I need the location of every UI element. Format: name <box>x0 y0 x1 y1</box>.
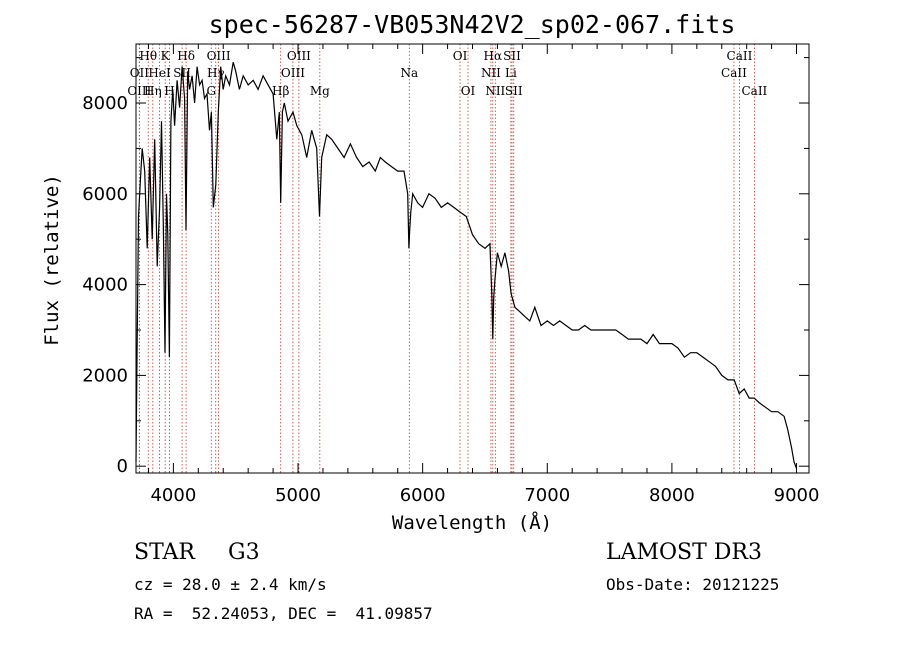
y-tick-label: 0 <box>117 456 128 477</box>
x-tick-label: 6000 <box>400 485 446 506</box>
spectral-line-label: CaII <box>721 66 747 80</box>
spectral-line-label: OI <box>461 84 476 98</box>
y-tick-label: 6000 <box>82 184 128 205</box>
spectral-line-label: OI <box>453 49 468 63</box>
spectral-line-label: Hθ <box>139 49 157 63</box>
spectral-line-label: NII <box>481 66 501 80</box>
x-tick-label: 5000 <box>275 485 321 506</box>
x-tick-label: 8000 <box>649 485 695 506</box>
spectral-line-label: HeI <box>148 66 171 80</box>
observation-date: Obs-Date: 20121225 <box>606 575 780 594</box>
spectral-line-label: OIII <box>127 84 151 98</box>
spectral-line-label: Hδ <box>177 49 195 63</box>
x-tick-label: 4000 <box>150 485 196 506</box>
spectral-line-label: Mg <box>310 84 330 98</box>
spectral-line-label: Hη <box>144 84 162 98</box>
spectral-line-label: SII <box>503 49 521 63</box>
spectral-line-label: CaII <box>727 49 753 63</box>
spectral-line-label: H <box>164 84 174 98</box>
spectral-line-label: Hα <box>484 49 503 63</box>
y-tick-label: 2000 <box>82 365 128 386</box>
chart-title: spec-56287-VB053N42V2_sp02-067.fits <box>209 10 736 39</box>
x-tick-label: 7000 <box>524 485 570 506</box>
spectral-line-label: Na <box>400 66 418 80</box>
spectral-line-label: OIII <box>281 66 305 80</box>
x-tick-label: 9000 <box>774 485 820 506</box>
spectral-line-label: G <box>206 84 216 98</box>
survey-name: LAMOST DR3 <box>606 540 762 565</box>
spectral-line-label: OIII <box>287 49 311 63</box>
redshift-velocity: cz = 28.0 ± 2.4 km/s <box>134 575 327 594</box>
spectral-line-label: SII <box>505 84 523 98</box>
y-axis-ticks: 0 2000 4000 6000 8000 <box>82 57 809 477</box>
spectral-line-label: K <box>161 49 171 63</box>
spectral-line-label: NII <box>485 84 505 98</box>
object-type: STAR <box>134 540 195 565</box>
y-tick-label: 4000 <box>82 275 128 296</box>
spectral-line-label: OII <box>130 66 150 80</box>
spectral-line-markers <box>138 44 755 473</box>
y-axis-label: Flux (relative) <box>41 174 63 346</box>
spectrum-series-line <box>135 62 798 469</box>
spectral-line-label: OIII <box>207 49 231 63</box>
y-tick-label: 8000 <box>82 93 128 114</box>
spectral-line-label: CaII <box>741 84 767 98</box>
x-axis-label: Wavelength (Å) <box>392 511 552 534</box>
object-subclass: G3 <box>228 540 260 565</box>
spectral-line-label: Li <box>505 66 517 80</box>
plot-frame <box>135 43 810 474</box>
x-axis-ticks: 4000 5000 6000 7000 8000 9000 <box>147 44 820 506</box>
coordinates: RA = 52.24053, DEC = 41.09857 <box>134 604 433 623</box>
spectral-line-label: Hβ <box>272 84 289 98</box>
